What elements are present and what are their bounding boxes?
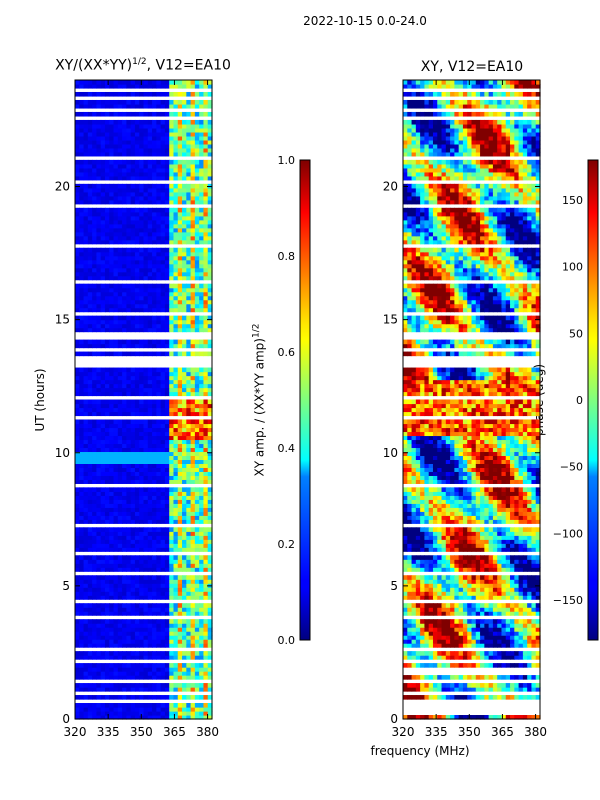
amp-axes-frame [74,79,213,720]
amp-colorbar [299,159,311,641]
phase-panel-title: XY, V12=EA10 [372,59,572,75]
phase-colorbar-tick-label: 100 [562,261,583,274]
phase-ytick-label: 15 [383,313,398,327]
amp-ytick-label: 0 [62,712,70,726]
phase-xtick-label: 365 [491,725,514,739]
phase-ytick-label: 5 [390,579,398,593]
phase-xtick-label: 380 [524,725,547,739]
phase-xtick-label: 350 [458,725,481,739]
date-title: 2022-10-15 0.0-24.0 [303,14,427,28]
phase-ytick-label: 20 [383,180,398,194]
phase-colorbar-tick-label: −150 [553,594,583,607]
phase-xtick-label: 335 [425,725,448,739]
amp-colorbar-tick-label: 0.4 [278,442,296,455]
phase-ytick-label: 0 [390,712,398,726]
phase-colorbar-tick-label: 150 [562,194,583,207]
phase-colorbar-tick-label: −50 [560,461,583,474]
amp-colorbar-tick-label: 0.0 [278,634,296,647]
phase-heatmap [403,80,541,720]
amp-colorbar-tick-label: 1.0 [278,154,296,167]
amp-xtick-label: 380 [196,725,219,739]
amp-xtick-label: 365 [163,725,186,739]
amp-ytick-label: 5 [62,579,70,593]
amp-ytick-label: 20 [55,180,70,194]
phase-title-main: XY, V12=EA10 [420,59,524,75]
amp-title-main: XY/(XX*YY) [55,57,133,74]
shared-xlabel: frequency (MHz) [370,744,470,758]
phase-colorbar-tick-label: 0 [576,394,583,407]
amp-title-tail: , V12=EA10 [146,57,231,74]
amp-heatmap [75,80,213,720]
amp-panel-title: XY/(XX*YY)1/2, V12=EA10 [30,57,256,74]
phase-axes-frame [402,79,541,720]
amp-xtick-label: 335 [97,725,120,739]
amp-colorbar-tick-label: 0.8 [278,250,296,263]
phase-ytick-label: 10 [383,446,398,460]
phase-xtick-label: 320 [392,725,415,739]
phase-colorbar-tick-label: −100 [553,527,583,540]
phase-colorbar [587,159,599,641]
amp-ytick-label: 15 [55,313,70,327]
amp-ytick-label: 10 [55,446,70,460]
amp-title-sup: 1/2 [132,57,147,67]
phase-colorbar-tick-label: 50 [569,327,583,340]
amp-xtick-label: 350 [130,725,153,739]
amp-xtick-label: 320 [64,725,87,739]
amp-colorbar-tick-label: 0.2 [278,538,296,551]
amp-colorbar-tick-label: 0.6 [278,346,296,359]
